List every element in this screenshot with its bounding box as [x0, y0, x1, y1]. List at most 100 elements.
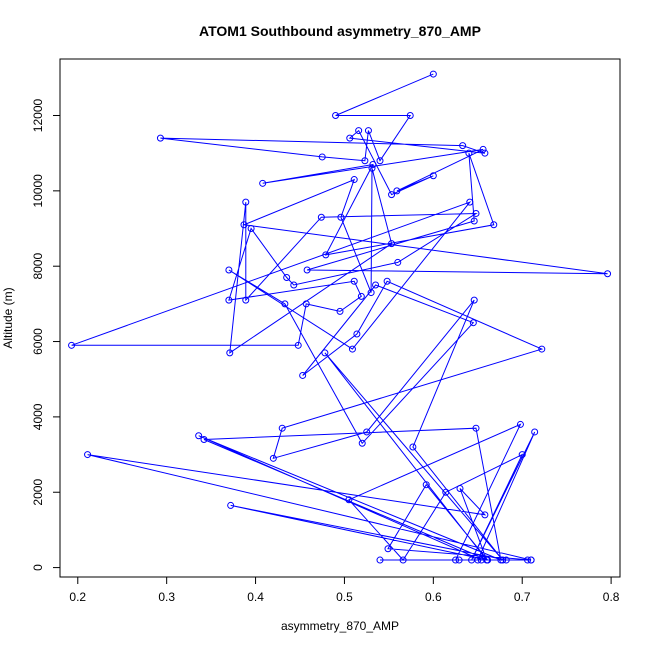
data-point — [357, 292, 365, 300]
data-point — [364, 127, 372, 135]
data-point — [479, 145, 487, 153]
data-point — [317, 213, 325, 221]
data-point — [321, 349, 329, 357]
y-tick-label: 12000 — [31, 99, 45, 133]
data-point — [369, 160, 377, 168]
data-point — [388, 240, 396, 248]
data-point — [363, 428, 371, 436]
data-point — [348, 345, 356, 353]
data-point — [383, 277, 391, 285]
data-point — [294, 341, 302, 349]
data-point — [531, 428, 539, 436]
data-point — [469, 319, 477, 327]
data-point — [227, 501, 235, 509]
data-point — [353, 330, 361, 338]
series-line — [71, 73, 608, 561]
data-point — [345, 496, 353, 504]
data-point — [455, 556, 463, 564]
data-point — [361, 157, 369, 165]
data-point — [290, 281, 298, 289]
data-point — [84, 451, 92, 459]
x-axis-label: asymmetry_870_AMP — [281, 619, 399, 633]
data-point — [372, 281, 380, 289]
x-tick-label: 0.8 — [603, 590, 620, 604]
data-point — [468, 556, 476, 564]
data-point — [459, 142, 467, 150]
data-point — [346, 134, 354, 142]
plot-frame — [59, 58, 621, 578]
data-point — [604, 270, 612, 278]
data-point — [240, 221, 248, 229]
data-point — [384, 545, 392, 553]
y-tick-label: 10000 — [31, 174, 45, 208]
data-point — [406, 112, 414, 120]
data-point — [225, 266, 233, 274]
data-point — [470, 296, 478, 304]
data-point — [376, 157, 384, 165]
data-point — [322, 251, 330, 259]
data-point — [452, 556, 460, 564]
data-point — [472, 209, 480, 217]
data-point — [337, 213, 345, 221]
data-point — [367, 289, 375, 297]
data-point — [195, 432, 203, 440]
series-points-group — [68, 70, 612, 564]
data-point — [481, 149, 489, 157]
data-point — [399, 556, 407, 564]
data-point — [499, 556, 507, 564]
data-point — [299, 371, 307, 379]
chart-title: ATOM1 Southbound asymmetry_870_AMP — [199, 23, 481, 39]
y-tick-label: 4000 — [31, 403, 45, 430]
x-tick-label: 0.5 — [336, 590, 353, 604]
data-point — [259, 179, 267, 187]
data-point — [350, 176, 358, 184]
x-tick-label: 0.6 — [425, 590, 442, 604]
y-axis-label: Altitude (m) — [1, 287, 15, 348]
x-tick-label: 0.2 — [69, 590, 86, 604]
data-point — [483, 556, 491, 564]
data-point — [538, 345, 546, 353]
data-point — [376, 556, 384, 564]
data-point — [465, 149, 473, 157]
data-point — [302, 300, 310, 308]
data-point — [242, 198, 250, 206]
data-point — [393, 187, 401, 195]
data-point — [332, 112, 340, 120]
data-point — [269, 454, 277, 462]
data-point — [358, 439, 366, 447]
data-point — [226, 349, 234, 357]
data-point — [524, 556, 532, 564]
x-tick-label: 0.3 — [158, 590, 175, 604]
data-point — [409, 443, 417, 451]
data-point — [429, 70, 437, 78]
data-point — [283, 274, 291, 282]
data-point — [200, 435, 208, 443]
data-point — [394, 258, 402, 266]
data-point — [225, 296, 233, 304]
data-point — [388, 191, 396, 199]
data-point — [355, 127, 363, 135]
data-point — [156, 134, 164, 142]
data-point — [68, 341, 76, 349]
data-point — [247, 225, 255, 233]
data-point — [442, 488, 450, 496]
data-point — [368, 164, 376, 172]
data-point — [350, 277, 358, 285]
series-line-group — [71, 73, 608, 561]
data-point — [481, 511, 489, 519]
data-point — [466, 198, 474, 206]
data-point — [278, 424, 286, 432]
y-tick-label: 2000 — [31, 479, 45, 506]
data-point — [242, 296, 250, 304]
y-tick-label: 8000 — [31, 253, 45, 280]
data-point — [472, 424, 480, 432]
data-point — [518, 451, 526, 459]
data-point — [490, 221, 498, 229]
data-point — [527, 556, 535, 564]
data-point — [303, 266, 311, 274]
data-point — [502, 556, 510, 564]
y-tick-label: 6000 — [31, 328, 45, 355]
x-tick-label: 0.4 — [247, 590, 264, 604]
data-point — [429, 172, 437, 180]
